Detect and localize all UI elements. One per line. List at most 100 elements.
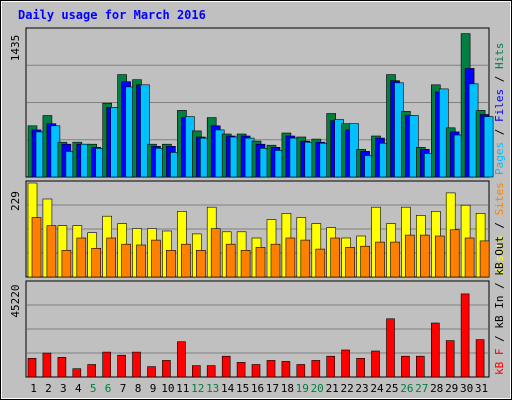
bar-visits-sites-day-29 — [449, 229, 460, 278]
bar-visits-sites-day-25 — [390, 241, 400, 278]
legend-separator: / — [493, 329, 506, 349]
bar-visits-sites-day-28 — [434, 235, 445, 278]
bar-visits-sites-day-11 — [181, 243, 191, 278]
bar-kbytes-kb-f-day-27 — [415, 355, 425, 378]
bar-visits-sites-day-7 — [121, 243, 131, 278]
x-tick-label-day-22: 22 — [340, 382, 353, 395]
bar-hits-pages-day-8 — [140, 84, 150, 178]
bar-kbytes-kb-f-day-11 — [177, 341, 186, 378]
x-tick-label-day-2: 2 — [45, 382, 52, 395]
bar-visits-sites-day-5 — [91, 248, 101, 278]
x-tick-label-day-18: 18 — [281, 382, 294, 395]
bar-visits-sites-day-23 — [360, 245, 370, 278]
bar-hits-pages-day-26 — [409, 115, 419, 178]
x-tick-label-day-13: 13 — [206, 382, 219, 395]
bar-kbytes-kb-f-day-23 — [356, 357, 365, 378]
x-tick-label-day-25: 25 — [385, 382, 398, 395]
bar-visits-sites-day-1 — [31, 217, 42, 278]
bar-kbytes-kb-f-day-18 — [281, 361, 291, 378]
x-tick-label-day-14: 14 — [221, 382, 235, 395]
bar-kbytes-kb-f-day-2 — [42, 352, 52, 378]
x-tick-label-day-17: 17 — [266, 382, 279, 395]
legend-item-pages: Pages — [493, 142, 506, 175]
x-tick-label-day-30: 30 — [460, 382, 473, 395]
x-tick-label-day-8: 8 — [135, 382, 142, 395]
x-tick-label-day-3: 3 — [60, 382, 67, 395]
bar-kbytes-kb-f-day-5 — [87, 364, 96, 378]
bar-kbytes-kb-f-day-21 — [326, 355, 336, 378]
bar-kbytes-kb-f-day-1 — [27, 357, 37, 378]
x-tick-label-day-12: 12 — [191, 382, 204, 395]
chart-title: Daily usage for March 2016 — [18, 8, 206, 22]
bar-kbytes-kb-f-day-16 — [251, 364, 261, 378]
legend-item-kb-in: kB In — [493, 296, 506, 329]
bar-kbytes-kb-f-day-19 — [296, 364, 306, 378]
x-tick-label-day-27: 27 — [415, 382, 428, 395]
bar-visits-sites-day-22 — [345, 247, 355, 278]
x-tick-label-day-28: 28 — [430, 382, 443, 395]
x-tick-label-day-24: 24 — [370, 382, 384, 395]
legend-item-visits: Visits — [493, 235, 506, 275]
bar-kbytes-kb-f-day-25 — [386, 318, 395, 378]
x-tick-label-day-6: 6 — [105, 382, 112, 395]
x-tick-label-day-26: 26 — [400, 382, 413, 395]
x-tick-label-day-15: 15 — [236, 382, 249, 395]
bar-kbytes-kb-f-day-20 — [311, 360, 321, 378]
bar-visits-sites-day-3 — [61, 250, 72, 278]
bar-visits-sites-day-26 — [405, 234, 415, 278]
bar-visits-sites-day-19 — [300, 239, 311, 278]
legend-separator: / — [493, 69, 506, 89]
bar-visits-sites-day-16 — [255, 247, 266, 278]
legend-kbytes: kB F / kB In / kB Out — [493, 236, 506, 375]
x-tick-label-day-29: 29 — [445, 382, 458, 395]
legend-item-kb-out: kB Out — [493, 236, 506, 276]
legend-separator: / — [493, 122, 506, 142]
bar-kbytes-kb-f-day-26 — [401, 355, 410, 378]
bar-visits-sites-day-13 — [210, 228, 221, 278]
y-max-label-hits: 1435 — [9, 35, 22, 62]
legend-separator: / — [493, 215, 506, 235]
x-tick-label-day-10: 10 — [161, 382, 174, 395]
bar-visits-sites-day-8 — [136, 244, 146, 278]
bar-visits-sites-day-2 — [46, 225, 57, 278]
y-max-label-kbytes: 45220 — [9, 284, 22, 317]
bar-kbytes-kb-f-day-7 — [117, 354, 126, 378]
bar-kbytes-kb-f-day-31 — [475, 339, 485, 378]
bar-visits-sites-day-15 — [240, 250, 251, 278]
bar-kbytes-kb-f-day-17 — [266, 360, 276, 378]
x-tick-label-day-20: 20 — [311, 382, 324, 395]
x-axis-labels: 1 2 3 4 5 6 7 8 9 10 11 12 13 14 15 16 17 18 19 20 21 22 23 24 2… — [30, 382, 488, 395]
bar-visits-sites-day-9 — [151, 239, 161, 278]
bar-kbytes-kb-f-day-3 — [57, 356, 67, 378]
bar-visits-sites-day-10 — [166, 250, 176, 278]
bar-kbytes-kb-f-day-14 — [221, 355, 231, 378]
bar-visits-sites-day-6 — [106, 237, 116, 278]
x-tick-label-day-9: 9 — [150, 382, 157, 395]
bar-visits-sites-day-12 — [196, 250, 206, 278]
x-tick-label-day-5: 5 — [90, 382, 97, 395]
bar-kbytes-kb-f-day-6 — [102, 351, 111, 378]
y-axis-max-labels: 1435 229 45220 — [9, 35, 22, 318]
bar-visits-sites-day-17 — [270, 243, 281, 278]
legend-visits: Visits / Sites — [493, 182, 506, 275]
bar-kbytes-kb-f-day-10 — [162, 360, 171, 378]
bar-visits-sites-day-27 — [419, 234, 430, 278]
legend-hits: Pages / Files / Hits — [493, 43, 506, 176]
x-tick-label-day-23: 23 — [355, 382, 368, 395]
bar-visits-sites-day-18 — [285, 237, 296, 278]
bar-kbytes-kb-f-day-4 — [72, 368, 82, 378]
bar-visits-sites-day-24 — [375, 241, 385, 278]
bar-kbytes-kb-f-day-15 — [236, 362, 246, 378]
x-tick-label-day-31: 31 — [475, 382, 488, 395]
bar-hits-pages-day-31 — [483, 116, 494, 178]
hits-panel — [25, 27, 494, 178]
legend-item-files: Files — [493, 89, 506, 122]
kbytes-panel — [25, 280, 490, 378]
bar-kbytes-kb-f-day-9 — [147, 366, 156, 378]
legend-item-sites: Sites — [493, 182, 506, 215]
x-tick-label-day-4: 4 — [75, 382, 82, 395]
x-tick-label-day-1: 1 — [30, 382, 37, 395]
bar-visits-sites-day-21 — [330, 237, 341, 278]
